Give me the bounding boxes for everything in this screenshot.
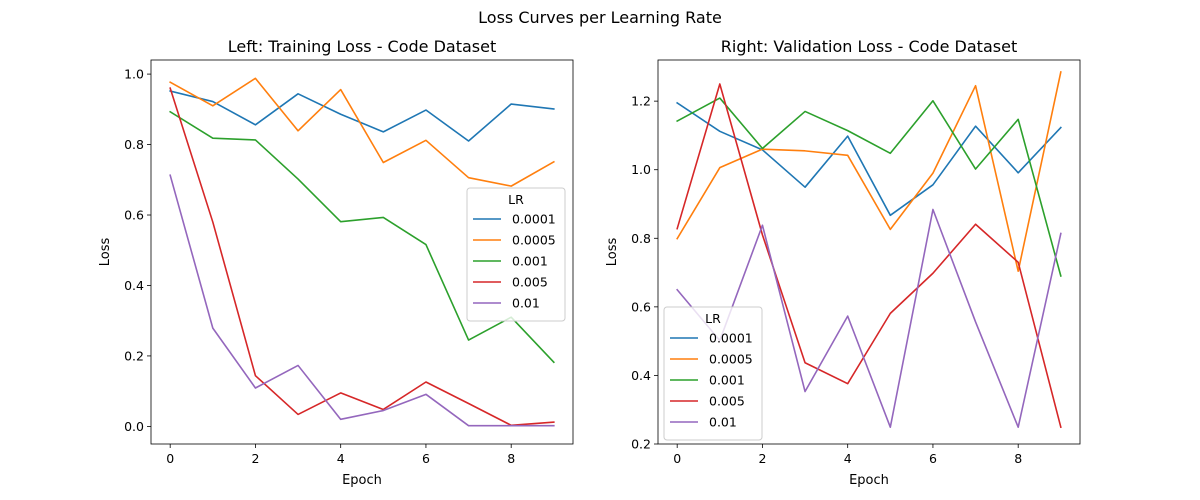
left-y-tick-label: 0.6 xyxy=(124,208,144,223)
right-legend-entry: 0.01 xyxy=(709,415,737,430)
right-y-axis-label: Loss xyxy=(605,238,620,267)
left-x-axis-label: Epoch xyxy=(342,473,382,488)
left-series-line-lr-0.01 xyxy=(169,174,555,427)
right-x-tick-label: 6 xyxy=(929,451,937,466)
left-x-tick-label: 0 xyxy=(166,451,174,466)
right-y-tick-label: 0.4 xyxy=(631,368,651,383)
left-legend-entry: 0.001 xyxy=(512,254,548,269)
figure-suptitle: Loss Curves per Learning Rate xyxy=(478,8,722,27)
right-legend-box xyxy=(663,306,763,441)
left-x-tick-label: 2 xyxy=(251,451,259,466)
right-x-axis-label: Epoch xyxy=(849,473,889,488)
right-legend-title: LR xyxy=(705,311,721,326)
right-legend: LR 0.0001 0.0005 0.001 0.005 0.01 xyxy=(663,306,763,441)
right-plot: Right: Validation Loss - Code Dataset 0 2 4… xyxy=(605,37,1081,488)
right-legend-entry: 0.0005 xyxy=(709,352,753,367)
left-y-tick-label: 0.4 xyxy=(124,278,144,293)
left-plot-title: Left: Training Loss - Code Dataset xyxy=(228,37,497,56)
right-plot-title: Right: Validation Loss - Code Dataset xyxy=(721,37,1017,56)
right-y-tick-label: 0.6 xyxy=(631,299,651,314)
right-x-tick-label: 8 xyxy=(1014,451,1022,466)
left-legend-entry: 0.0005 xyxy=(512,233,556,248)
right-legend-entry: 0.005 xyxy=(709,394,745,409)
left-legend-box xyxy=(466,187,566,322)
right-axes-frame xyxy=(657,59,1081,445)
right-y-tick-label: 1.0 xyxy=(631,162,651,177)
right-series-line-lr-0.005 xyxy=(676,83,1062,429)
right-series-line-lr-0.0001 xyxy=(676,101,1062,217)
right-legend-entry: 0.0001 xyxy=(709,331,753,346)
right-legend-entry: 0.001 xyxy=(709,373,745,388)
left-x-tick-label: 6 xyxy=(422,451,430,466)
right-y-tick-label: 0.2 xyxy=(631,437,651,452)
left-series-line-lr-0.0001 xyxy=(169,90,555,142)
left-legend: LR 0.0001 0.0005 0.001 0.005 0.01 xyxy=(466,187,566,322)
right-series-line-lr-0.001 xyxy=(676,97,1062,277)
left-x-tick-label: 8 xyxy=(507,451,515,466)
left-plot: Left: Training Loss - Code Dataset 0 2 4 6 8 0… xyxy=(98,37,574,488)
right-y-tick-label: 0.8 xyxy=(631,231,651,246)
left-y-tick-label: 1.0 xyxy=(124,67,144,82)
right-y-tick-label: 1.2 xyxy=(631,94,651,109)
left-axes-frame xyxy=(150,59,574,445)
left-x-tick-label: 4 xyxy=(337,451,345,466)
left-y-tick-label: 0.2 xyxy=(124,348,144,363)
right-series-line-lr-0.01 xyxy=(676,208,1062,429)
left-legend-entry: 0.005 xyxy=(512,275,548,290)
right-x-tick-label: 0 xyxy=(673,451,681,466)
right-x-tick-label: 2 xyxy=(758,451,766,466)
left-series-line-lr-0.005 xyxy=(169,87,555,427)
left-legend-entry: 0.01 xyxy=(512,296,540,311)
left-y-tick-label: 0.8 xyxy=(124,137,144,152)
left-legend-entry: 0.0001 xyxy=(512,212,556,227)
left-series-line-lr-0.001 xyxy=(169,110,555,364)
left-y-tick-label: 0.0 xyxy=(124,419,144,434)
left-y-axis-label: Loss xyxy=(98,238,113,267)
left-legend-title: LR xyxy=(508,192,524,207)
left-series-line-lr-0.0005 xyxy=(169,77,555,187)
right-x-tick-label: 4 xyxy=(844,451,852,466)
